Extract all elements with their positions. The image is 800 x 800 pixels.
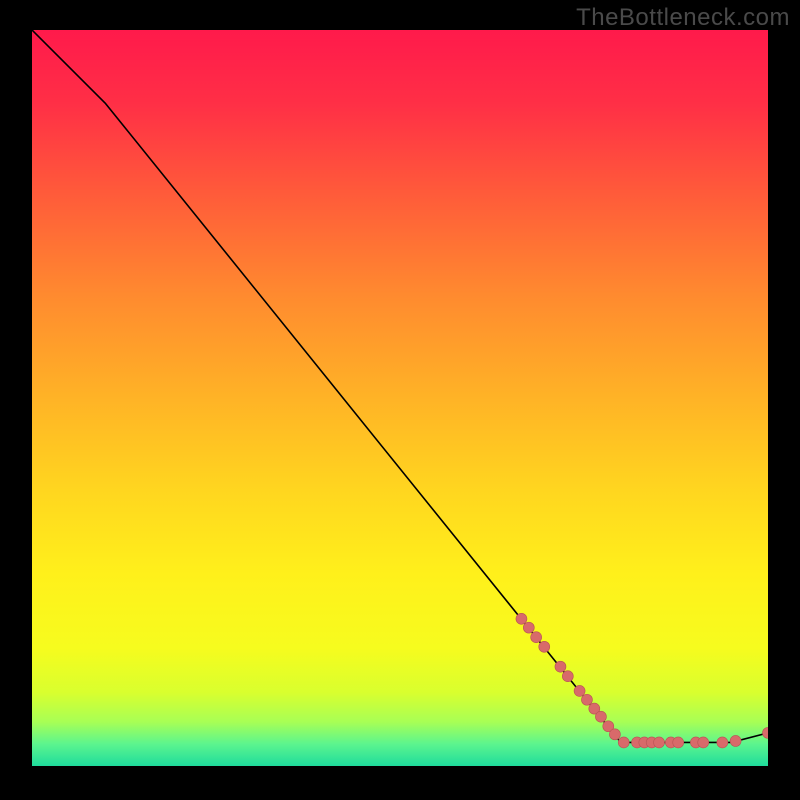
data-marker [609,729,620,740]
data-marker [539,641,550,652]
data-marker [730,735,741,746]
data-marker [531,632,542,643]
data-marker [562,671,573,682]
data-marker [618,737,629,748]
data-marker [654,737,665,748]
chart-plot-area [32,30,768,766]
bottleneck-chart [32,30,768,766]
data-marker [673,737,684,748]
data-marker [574,685,585,696]
watermark-text: TheBottleneck.com [576,4,790,32]
data-marker [516,613,527,624]
chart-background [32,30,768,766]
data-marker [595,711,606,722]
data-marker [523,622,534,633]
data-marker [717,737,728,748]
data-marker [555,661,566,672]
data-marker [698,737,709,748]
data-marker [581,694,592,705]
